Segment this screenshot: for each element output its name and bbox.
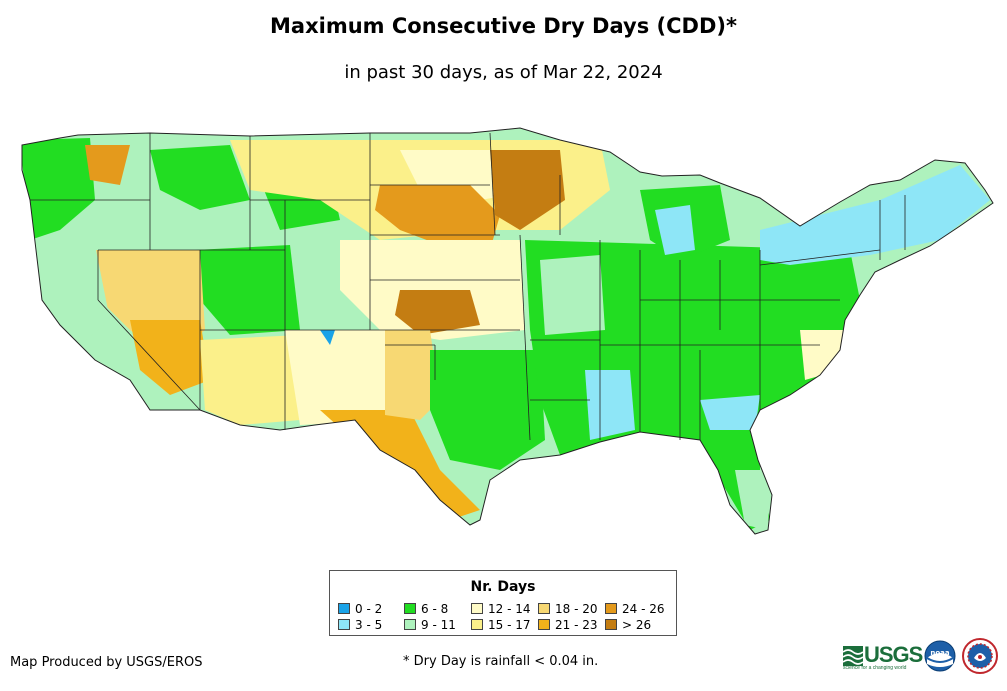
legend-swatch [404,619,416,630]
legend-item-gt-26: > 26 [605,619,651,631]
legend-swatch [471,603,483,614]
legend-swatch [538,619,550,630]
legend-swatch [605,603,617,614]
legend-item-3-5: 3 - 5 [338,619,382,631]
region-24-26 [375,185,500,250]
map-title: Maximum Consecutive Dry Days (CDD)* [270,14,737,38]
legend-item-18-20: 18 - 20 [538,603,598,615]
legend-swatch [338,619,350,630]
usgs-logo-text: USGS [864,642,923,667]
region-6-8 [525,240,860,530]
legend-item-0-2: 0 - 2 [338,603,382,615]
legend-item-21-23: 21 - 23 [538,619,598,631]
region-6-8 [195,245,300,335]
legend-item-6-8: 6 - 8 [404,603,448,615]
noaa-logo-text: noaa [930,649,950,657]
legend: Nr. Days 0 - 2 3 - 5 6 - 8 9 - 11 12 - 1… [329,570,677,636]
region-9-11 [540,255,605,335]
credit-text: Map Produced by USGS/EROS [10,655,203,670]
region-15-17 [200,335,300,425]
nws-logo-icon [962,638,998,674]
region-gt-26 [395,290,480,335]
region-6-8 [22,138,95,240]
usgs-tagline: science for a changing world [843,665,907,671]
footnote-text: * Dry Day is rainfall < 0.04 in. [403,654,599,669]
legend-swatch [404,603,416,614]
map-subtitle: in past 30 days, as of Mar 22, 2024 [344,62,663,83]
legend-swatch [605,619,617,630]
usgs-wave-icon [843,646,863,666]
region-3-5 [760,165,990,265]
region-3-5 [700,395,760,430]
legend-title: Nr. Days [470,579,536,595]
region-gt-26 [490,150,565,230]
noaa-logo-icon: noaa [924,640,956,672]
legend-swatch [338,603,350,614]
legend-swatch [538,603,550,614]
region-12-14 [285,330,390,425]
region-6-8 [150,145,250,210]
region-3-5 [585,370,635,440]
region-3-5 [655,205,695,255]
legend-item-15-17: 15 - 17 [471,619,531,631]
legend-item-9-11: 9 - 11 [404,619,456,631]
region-21-23 [130,320,210,395]
state-borders [30,132,906,441]
region-9-11 [735,470,770,530]
region-0-2 [320,330,335,345]
legend-item-24-26: 24 - 26 [605,603,665,615]
region-9-11 [35,240,110,345]
region-18-20 [385,330,440,420]
region-6-8 [430,350,545,470]
region-24-26 [85,145,130,185]
legend-swatch [471,619,483,630]
legend-item-12-14: 12 - 14 [471,603,531,615]
usgs-logo: USGS science for a changing world [843,642,923,671]
